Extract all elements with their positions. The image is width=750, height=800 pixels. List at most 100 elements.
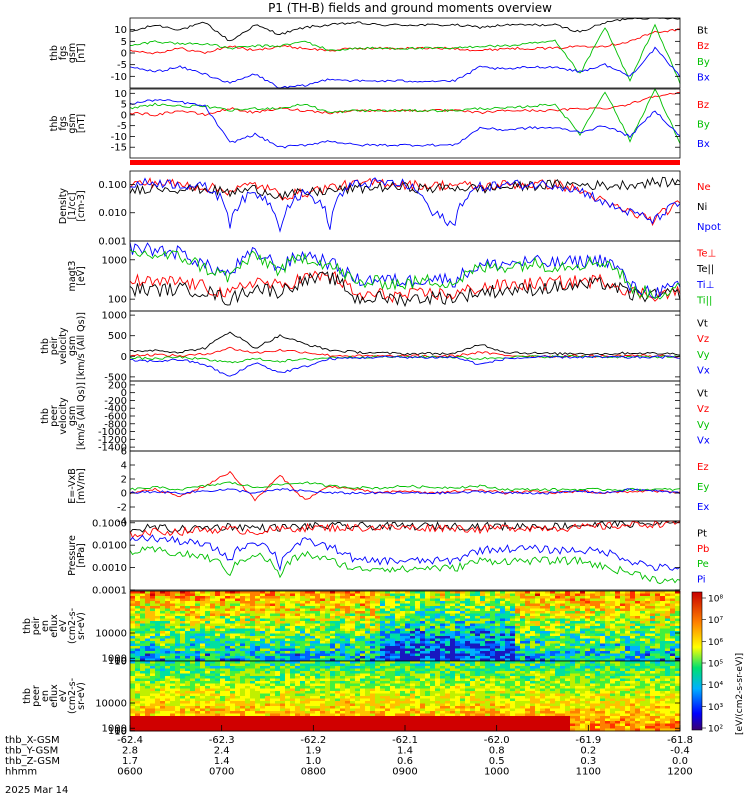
heatmap-cell [325,638,331,642]
heatmap-cell [140,683,146,687]
heatmap-cell [660,603,666,607]
heatmap-cell [390,646,396,649]
heatmap-cell [290,618,296,622]
heatmap-cell [145,666,151,669]
heatmap-cell [195,683,201,687]
heatmap-cell [255,713,261,717]
heatmap-cell [165,691,171,694]
heatmap-cell [320,623,326,627]
heatmap-cell [645,593,651,597]
heatmap-cell [350,716,356,719]
heatmap-cell [160,681,166,684]
heatmap-cell [150,726,156,729]
heatmap-cell [190,631,196,634]
heatmap-cell [525,648,531,652]
heatmap-cell [170,613,176,617]
heatmap-cell [560,618,566,622]
heatmap-cell [335,643,341,647]
heatmap-cell [235,708,241,712]
heatmap-cell [275,643,281,647]
heatmap-cell [250,676,256,679]
heatmap-cell [600,658,606,662]
y-tick-label: 0.010 [98,208,127,219]
heatmap-cell [530,648,536,652]
heatmap-cell [135,703,141,707]
heatmap-cell [265,693,271,697]
heatmap-cell [530,616,536,619]
heatmap-cell [495,596,501,599]
heatmap-cell [290,663,296,667]
heatmap-cell [315,603,321,607]
heatmap-cell [185,678,191,682]
heatmap-cell [650,596,656,599]
heatmap-cell [585,646,591,649]
heatmap-cell [295,616,301,619]
heatmap-cell [420,648,426,652]
heatmap-cell [445,648,451,652]
heatmap-cell [350,708,356,712]
heatmap-cell [140,678,146,682]
heatmap-cell [305,606,311,609]
legend-entry: Pt [697,529,707,540]
heatmap-cell [310,718,316,722]
heatmap-cell [275,691,281,694]
heatmap-cell [525,593,531,597]
heatmap-cell [600,621,606,624]
heatmap-cell [350,696,356,699]
heatmap-cell [655,611,661,614]
heatmap-cell [635,648,641,652]
heatmap-cell [160,651,166,654]
heatmap-cell [290,633,296,637]
heatmap-cell [290,641,296,644]
heatmap-cell [140,596,146,599]
heatmap-cell [290,716,296,719]
heatmap-cell [525,596,531,599]
heatmap-cell [390,643,396,647]
heatmap-cell [300,673,306,677]
heatmap-cell [575,591,581,594]
heatmap-cell [460,633,466,637]
heatmap-cell [130,673,136,677]
heatmap-cell [410,658,416,662]
heatmap-cell [360,706,366,709]
heatmap-cell [210,641,216,644]
heatmap-cell [395,633,401,637]
heatmap-cell [190,728,196,732]
heatmap-cell [525,646,531,649]
heatmap-cell [235,606,241,609]
heatmap-cell [215,623,221,627]
heatmap-cell [630,643,636,647]
heatmap-cell [165,603,171,607]
heatmap-cell [180,646,186,649]
heatmap-cell [620,596,626,599]
heatmap-cell [245,663,251,667]
heatmap-cell [165,673,171,677]
heatmap-cell [565,596,571,599]
heatmap-cell [215,686,221,689]
heatmap-cell [430,593,436,597]
heatmap-cell [140,608,146,612]
heatmap-cell [135,673,141,677]
heatmap-cell [615,616,621,619]
heatmap-cell [160,693,166,697]
heatmap-cell [270,653,276,657]
heatmap-cell [350,591,356,594]
heatmap-cell [420,663,426,667]
heatmap-cell [275,658,281,662]
heatmap-cell [635,636,641,639]
heatmap-cell [480,608,486,612]
heatmap-cell [300,726,306,729]
heatmap-cell [480,598,486,602]
heatmap-cell [585,641,591,644]
heatmap-cell [315,698,321,702]
heatmap-cell [390,683,396,687]
heatmap-cell [280,713,286,717]
heatmap-cell [650,606,656,609]
heatmap-cell [345,623,351,627]
heatmap-cell [370,628,376,632]
heatmap-cell [145,638,151,642]
y-axis-label-line: peir [49,337,60,356]
heatmap-cell [220,628,226,632]
heatmap-cell [395,681,401,684]
heatmap-cell [215,653,221,657]
